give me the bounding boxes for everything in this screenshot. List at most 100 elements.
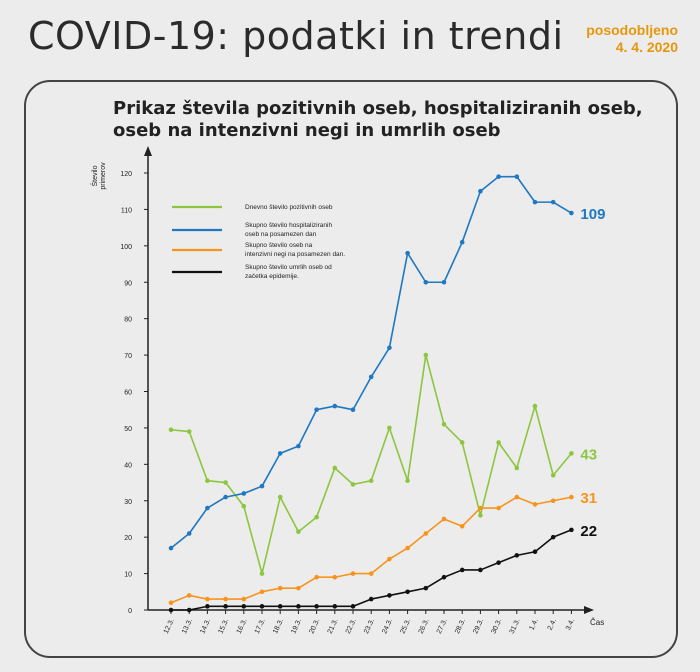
data-point — [459, 239, 465, 245]
data-point — [259, 571, 265, 576]
x-tick-label: 25.3. — [399, 618, 412, 635]
data-point — [186, 429, 192, 434]
y-tick-label: 70 — [124, 353, 132, 360]
x-tick-label: 28.3. — [454, 618, 467, 635]
data-point — [296, 585, 301, 591]
data-point — [259, 483, 265, 489]
data-point — [168, 607, 174, 613]
series-line-3 — [170, 496, 572, 604]
data-point — [259, 604, 265, 609]
data-point — [314, 514, 319, 520]
data-point — [514, 553, 520, 558]
x-tick-label: 18.3. — [272, 618, 285, 635]
y-tick-label: 10 — [124, 572, 132, 579]
data-point — [478, 188, 483, 194]
x-tick-label: 13.3. — [181, 618, 194, 635]
series-line-1 — [170, 354, 573, 575]
series-end-label: 31 — [580, 490, 597, 507]
data-point — [332, 574, 338, 580]
data-point — [368, 478, 374, 484]
data-point — [387, 425, 392, 431]
x-axis-label: Čas — [590, 618, 604, 627]
data-point — [569, 210, 574, 216]
x-tick-label: 22.3. — [345, 618, 358, 635]
x-tick-label: 26.3. — [418, 618, 431, 635]
data-point — [186, 607, 192, 613]
chart-card — [24, 80, 678, 658]
data-point — [550, 498, 556, 504]
data-point — [496, 174, 501, 179]
data-point — [532, 403, 538, 409]
legend-label: Skupno število hospitaliziranih — [245, 222, 332, 229]
data-point — [569, 451, 574, 456]
data-point — [350, 571, 356, 576]
x-tick-label: 16.3. — [236, 618, 249, 635]
y-axis-arrow — [144, 146, 152, 156]
data-point — [569, 494, 574, 500]
data-point — [350, 604, 356, 609]
x-tick-label: 23.3. — [363, 618, 376, 635]
data-point — [168, 600, 174, 606]
data-point — [459, 523, 465, 529]
data-point — [168, 427, 174, 433]
x-tick-label: 3.4. — [565, 618, 576, 632]
data-point — [186, 593, 192, 598]
data-point — [368, 374, 374, 380]
data-point — [314, 407, 319, 413]
x-tick-label: 31.3. — [509, 618, 522, 635]
data-point — [277, 585, 283, 591]
data-point — [241, 604, 247, 609]
legend-label: začetka epidemije. — [245, 273, 299, 280]
data-point — [514, 174, 520, 179]
data-point — [332, 465, 338, 471]
data-point — [223, 494, 228, 500]
data-point — [441, 279, 447, 285]
x-tick-label: 30.3. — [490, 618, 503, 635]
data-point — [532, 199, 538, 205]
page-title: COVID-19: podatki in trendi — [28, 14, 564, 58]
legend-label: intenzivni negi na posamezen dan. — [245, 251, 345, 258]
y-tick-label: 30 — [124, 499, 132, 506]
data-point — [241, 503, 247, 509]
y-tick-label: 0 — [128, 608, 132, 615]
data-point — [441, 574, 447, 580]
y-tick-label: 120 — [120, 171, 132, 178]
data-point — [550, 199, 556, 205]
data-point — [296, 443, 301, 449]
data-point — [459, 440, 465, 445]
x-tick-label: 29.3. — [472, 618, 485, 635]
y-tick-label: 80 — [124, 317, 132, 324]
data-point — [496, 560, 501, 565]
data-point — [478, 505, 483, 511]
series-end-label: 22 — [580, 523, 597, 540]
data-point — [241, 596, 247, 602]
data-point — [532, 549, 538, 555]
y-axis-label-line1: Število — [90, 165, 99, 186]
data-point — [368, 571, 374, 576]
data-point — [277, 494, 283, 500]
data-point — [296, 529, 301, 535]
data-point — [350, 482, 356, 487]
y-tick-label: 20 — [124, 535, 132, 542]
x-tick-label: 17.3. — [254, 618, 267, 635]
series-end-label: 109 — [580, 206, 605, 223]
y-tick-label: 60 — [124, 390, 132, 397]
data-point — [205, 596, 210, 602]
data-point — [405, 250, 410, 256]
x-tick-label: 1.4. — [529, 618, 540, 632]
data-point — [478, 567, 483, 573]
data-point — [350, 407, 356, 413]
x-axis-arrow — [584, 606, 594, 614]
data-point — [314, 574, 319, 580]
data-point — [168, 545, 174, 551]
data-point — [569, 527, 574, 533]
x-tick-label: 12.3. — [163, 618, 176, 635]
y-tick-label: 100 — [120, 244, 132, 251]
data-point — [223, 604, 228, 609]
data-point — [441, 516, 447, 522]
data-point — [277, 604, 283, 609]
data-point — [205, 604, 210, 609]
series-end-label: 43 — [580, 446, 597, 463]
data-point — [405, 589, 410, 595]
